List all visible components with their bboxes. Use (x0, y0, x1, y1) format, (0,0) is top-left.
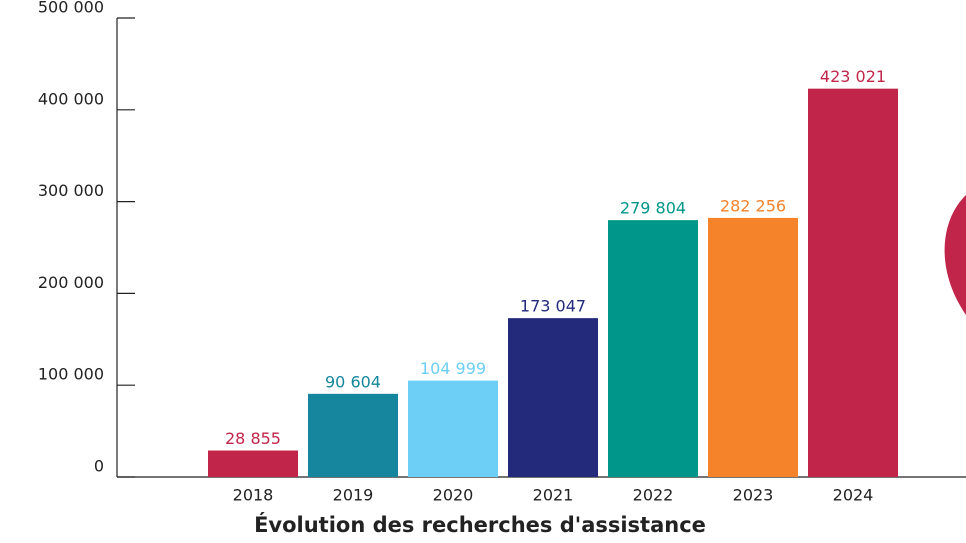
x-tick-label: 2020 (433, 486, 474, 505)
bar (408, 381, 498, 477)
value-label: 279 804 (620, 199, 686, 218)
bar (508, 318, 598, 477)
value-label: 423 021 (820, 67, 886, 86)
y-tick-label: 400 000 (38, 89, 104, 108)
y-tick-label: 100 000 (38, 365, 104, 384)
bar (808, 89, 898, 477)
chart: Évolution des recherches d'assistance 0 1… (0, 0, 966, 543)
x-tick-label: 2021 (533, 486, 574, 505)
x-tick-label: 2018 (233, 486, 274, 505)
value-label: 90 604 (325, 372, 381, 391)
value-label: 282 256 (720, 196, 786, 215)
bar (608, 220, 698, 477)
y-tick-label: 300 000 (38, 181, 104, 200)
bar (308, 394, 398, 477)
decoration (945, 195, 966, 315)
chart-title: Évolution des recherches d'assistance (254, 512, 706, 537)
y-tick-label: 500 000 (38, 0, 104, 17)
bar (208, 451, 298, 477)
y-tick-label: 200 000 (38, 273, 104, 292)
x-tick-label: 2019 (333, 486, 374, 505)
x-tick-label: 2024 (833, 486, 874, 505)
value-label: 104 999 (420, 359, 486, 378)
value-label: 173 047 (520, 297, 586, 316)
x-tick-label: 2022 (633, 486, 674, 505)
value-label: 28 855 (225, 429, 281, 448)
x-tick-label: 2023 (733, 486, 774, 505)
bar (708, 218, 798, 477)
y-tick-label: 0 (94, 457, 104, 476)
